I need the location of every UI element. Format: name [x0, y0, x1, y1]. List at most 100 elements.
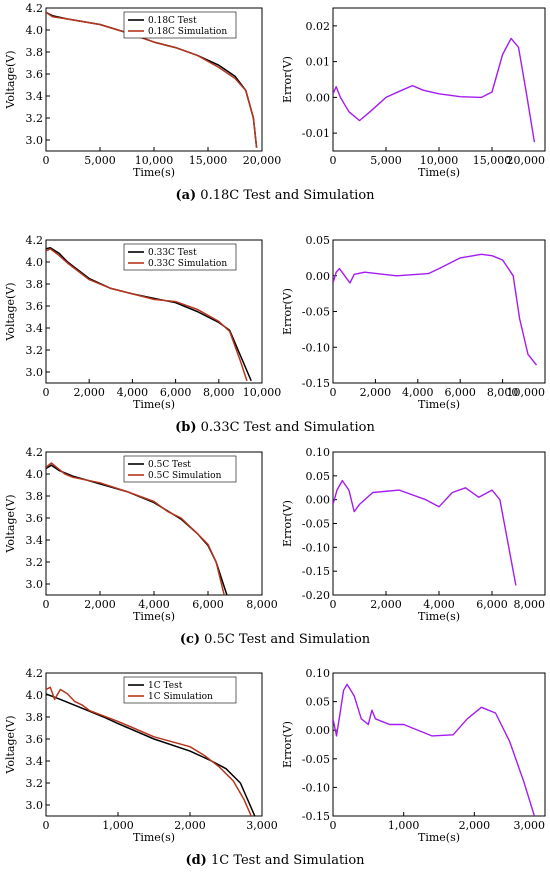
caption-letter: (c) [180, 632, 200, 647]
x-axis-label: Time(s) [418, 166, 460, 179]
y-tick-label: 4.0 [26, 24, 44, 37]
error-chart: 0 2,000 4,000 6,000 8,000 -0.20 -0.15 -0.10 -0.0… [281, 446, 546, 623]
series-line-0 [333, 37, 536, 143]
y-tick-label: 3.4 [26, 322, 44, 335]
y-tick-label: 3.6 [26, 68, 44, 81]
y-tick-label: 4.0 [26, 689, 44, 702]
y-tick-label: 0.01 [306, 56, 331, 69]
x-tick-label: 2,000 [370, 598, 402, 611]
x-tick-label: 8,000 [487, 386, 519, 399]
x-tick-label: 8,000 [514, 598, 546, 611]
x-tick-label: 0 [43, 819, 50, 832]
x-tick-label: 6,000 [444, 386, 476, 399]
panel-caption: (b) 0.33C Test and Simulation [175, 420, 375, 435]
legend-label: 0.5C Simulation [148, 471, 222, 481]
y-tick-label: 3.8 [26, 278, 44, 291]
legend-box [123, 11, 237, 39]
y-axis-label: Voltage(V) [4, 494, 17, 553]
y-tick-label: 4.2 [26, 446, 44, 459]
y-tick-label: -0.15 [302, 810, 330, 823]
x-axis-label: Time(s) [418, 610, 460, 623]
caption-letter: (b) [175, 420, 196, 435]
legend-label: 1C Simulation [148, 692, 213, 702]
y-tick-label: 3.6 [26, 733, 44, 746]
y-tick-label: 3.8 [26, 46, 44, 59]
y-tick-label: 3.8 [26, 490, 44, 503]
x-tick-label: 6,000 [476, 598, 508, 611]
x-axis-label: Time(s) [133, 831, 175, 844]
x-tick-label: 4,000 [138, 598, 170, 611]
x-tick-label: 3,000 [514, 819, 546, 832]
legend-box [123, 243, 237, 271]
y-tick-label: 0.05 [306, 470, 331, 483]
x-axis-label: Time(s) [133, 398, 175, 411]
x-tick-label: 20,000 [507, 154, 546, 167]
y-tick-label: 0.00 [306, 91, 331, 104]
x-tick-label: 2,000 [84, 598, 116, 611]
x-tick-label: 4,000 [402, 386, 434, 399]
legend-label: 0.18C Simulation [148, 27, 227, 37]
y-tick-label: -0.15 [302, 565, 330, 578]
x-tick-label: 4,000 [423, 598, 455, 611]
y-tick-label: -0.05 [302, 518, 330, 531]
x-tick-label: 8,000 [203, 386, 235, 399]
y-tick-label: 3.2 [26, 112, 44, 125]
y-tick-label: 3.2 [26, 556, 44, 569]
y-tick-label: 3.2 [26, 344, 44, 357]
voltage-chart: 0 2,000 4,000 6,000 8,000 3.0 3.2 3.4 3.6 3.8 4.0 4… [4, 446, 278, 623]
x-tick-label: 10,000 [135, 154, 174, 167]
x-tick-label: 0 [330, 386, 337, 399]
x-tick-label: 2,000 [174, 819, 206, 832]
x-tick-label: 0 [330, 598, 337, 611]
x-tick-label: 15,000 [189, 154, 228, 167]
series-line-1 [46, 462, 225, 595]
y-tick-label: -0.10 [302, 781, 330, 794]
x-tick-label: 2,000 [360, 386, 392, 399]
legend-label: 0.5C Test [148, 460, 191, 470]
x-tick-label: 8,000 [246, 598, 278, 611]
y-axis-label: Error(V) [281, 56, 294, 103]
y-tick-label: 3.6 [26, 300, 44, 313]
y-tick-label: 4.0 [26, 256, 44, 269]
y-tick-label: 3.0 [26, 366, 44, 379]
caption-text: 1C Test and Simulation [207, 853, 365, 868]
y-tick-label: -0.20 [302, 589, 330, 602]
caption-text: 0.5C Test and Simulation [200, 632, 371, 647]
series-line-0 [46, 464, 228, 595]
y-tick-label: 3.8 [26, 711, 44, 724]
y-tick-label: 4.0 [26, 468, 44, 481]
voltage-chart: 0 1,000 2,000 3,000 3.0 3.2 3.4 3.6 3.8 4.0 4.2 Tim… [4, 667, 278, 844]
panel-caption: (c) 0.5C Test and Simulation [180, 632, 371, 647]
x-tick-label: 1,000 [388, 819, 420, 832]
y-axis-label: Voltage(V) [4, 282, 17, 341]
y-tick-label: -0.01 [302, 127, 330, 140]
caption-text: 0.18C Test and Simulation [196, 188, 375, 203]
legend-box [123, 676, 237, 704]
series-line-1 [46, 11, 258, 148]
x-tick-label: 0 [43, 386, 50, 399]
y-tick-label: -0.15 [302, 377, 330, 390]
x-tick-label: 2,000 [459, 819, 491, 832]
series-line-0 [333, 253, 538, 366]
x-tick-label: 5,000 [84, 154, 116, 167]
y-tick-label: 0.00 [306, 494, 331, 507]
legend-label: 0.33C Simulation [148, 259, 227, 269]
y-tick-label: -0.10 [302, 541, 330, 554]
x-tick-label: 5,000 [370, 154, 402, 167]
plot-frame [45, 239, 263, 384]
x-tick-label: 6,000 [160, 386, 192, 399]
x-tick-label: 10,000 [420, 154, 459, 167]
plot-frame [332, 672, 546, 817]
caption-text: 0.33C Test and Simulation [197, 420, 376, 435]
x-tick-label: 3,000 [246, 819, 278, 832]
x-axis-label: Time(s) [418, 831, 460, 844]
x-tick-label: 10,000 [507, 386, 546, 399]
legend-label: 1C Test [148, 681, 183, 691]
y-axis-label: Error(V) [281, 721, 294, 768]
y-tick-label: 0.00 [306, 270, 331, 283]
y-tick-label: 0.05 [306, 234, 331, 247]
x-tick-label: 0 [43, 154, 50, 167]
plot-frame [332, 7, 546, 152]
